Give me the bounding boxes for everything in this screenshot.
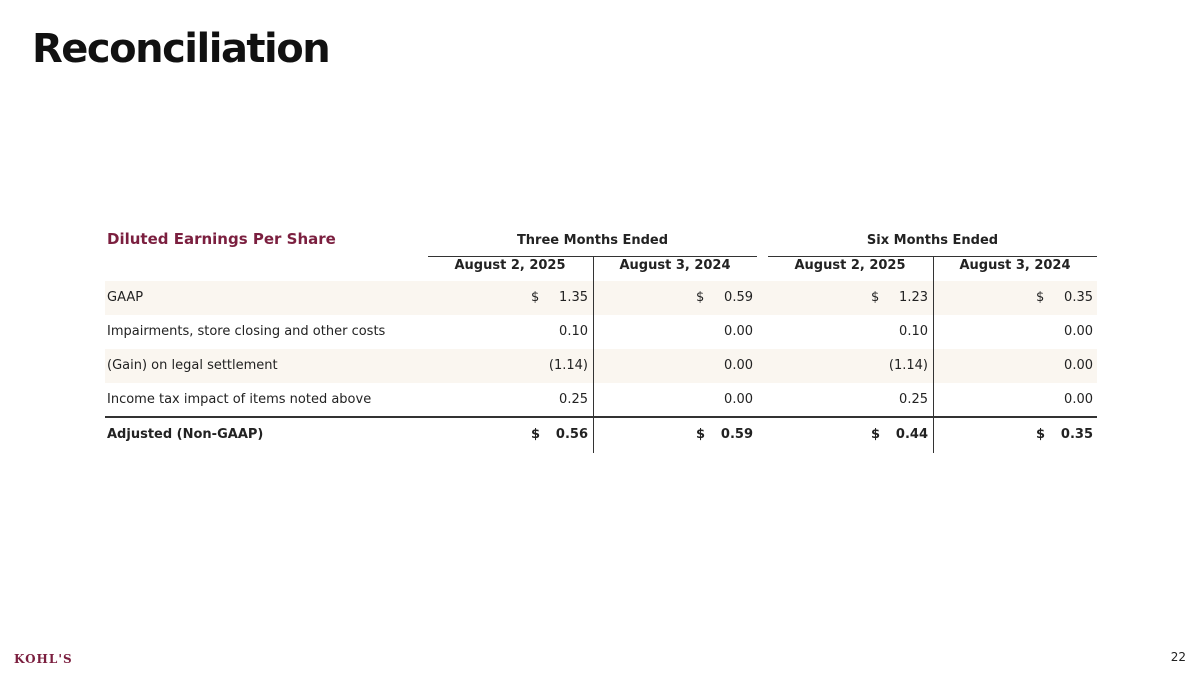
row-label: Income tax impact of items noted above bbox=[107, 392, 372, 407]
cell-value: 0.00 bbox=[724, 324, 753, 339]
currency-symbol: $ bbox=[531, 427, 541, 442]
column-divider bbox=[593, 257, 594, 453]
slide-title: Reconciliation bbox=[32, 26, 331, 72]
cell-value: 0.25 bbox=[559, 392, 588, 407]
currency-symbol: $ bbox=[531, 290, 540, 305]
currency-symbol: $ bbox=[1036, 427, 1046, 442]
cell-value: 0.10 bbox=[559, 324, 588, 339]
cell-value: (1.14) bbox=[888, 358, 928, 373]
cell-value: 0.00 bbox=[724, 358, 753, 373]
cell-value: 1.23 bbox=[899, 290, 928, 305]
row-background bbox=[105, 349, 1097, 383]
total-rule bbox=[105, 416, 1097, 418]
cell-value: 0.00 bbox=[1064, 324, 1093, 339]
currency-symbol: $ bbox=[1036, 290, 1045, 305]
row-background bbox=[105, 281, 1097, 315]
cell-value: (1.14) bbox=[548, 358, 588, 373]
table-caption: Diluted Earnings Per Share bbox=[107, 230, 336, 248]
cell-value: 0.56 bbox=[555, 427, 588, 442]
currency-symbol: $ bbox=[871, 290, 880, 305]
cell-value: 1.35 bbox=[559, 290, 588, 305]
currency-symbol: $ bbox=[696, 290, 705, 305]
row-label: GAAP bbox=[107, 290, 144, 305]
row-label: Impairments, store closing and other cos… bbox=[107, 324, 386, 339]
cell-value: 0.10 bbox=[899, 324, 928, 339]
cell-value: 0.44 bbox=[895, 427, 928, 442]
currency-symbol: $ bbox=[871, 427, 881, 442]
cell-value: 0.35 bbox=[1060, 427, 1093, 442]
group-header: Six Months Ended bbox=[866, 233, 999, 248]
row-label: Adjusted (Non-GAAP) bbox=[107, 427, 264, 442]
group-header: Three Months Ended bbox=[516, 233, 669, 248]
cell-value: 0.35 bbox=[1064, 290, 1093, 305]
column-header: August 3, 2024 bbox=[619, 258, 731, 273]
cell-value: 0.59 bbox=[724, 290, 753, 305]
cell-value: 0.59 bbox=[720, 427, 753, 442]
page-number: 22 bbox=[1170, 650, 1186, 664]
column-header: August 2, 2025 bbox=[794, 258, 906, 273]
currency-symbol: $ bbox=[696, 427, 706, 442]
cell-value: 0.00 bbox=[1064, 358, 1093, 373]
column-header: August 3, 2024 bbox=[959, 258, 1071, 273]
cell-value: 0.25 bbox=[899, 392, 928, 407]
logo: KOHL'S bbox=[14, 652, 73, 666]
group-rule bbox=[428, 256, 757, 257]
row-label: (Gain) on legal settlement bbox=[107, 358, 278, 373]
column-divider bbox=[933, 257, 934, 453]
group-rule bbox=[768, 256, 1097, 257]
cell-value: 0.00 bbox=[1064, 392, 1093, 407]
column-header: August 2, 2025 bbox=[454, 258, 566, 273]
cell-value: 0.00 bbox=[724, 392, 753, 407]
